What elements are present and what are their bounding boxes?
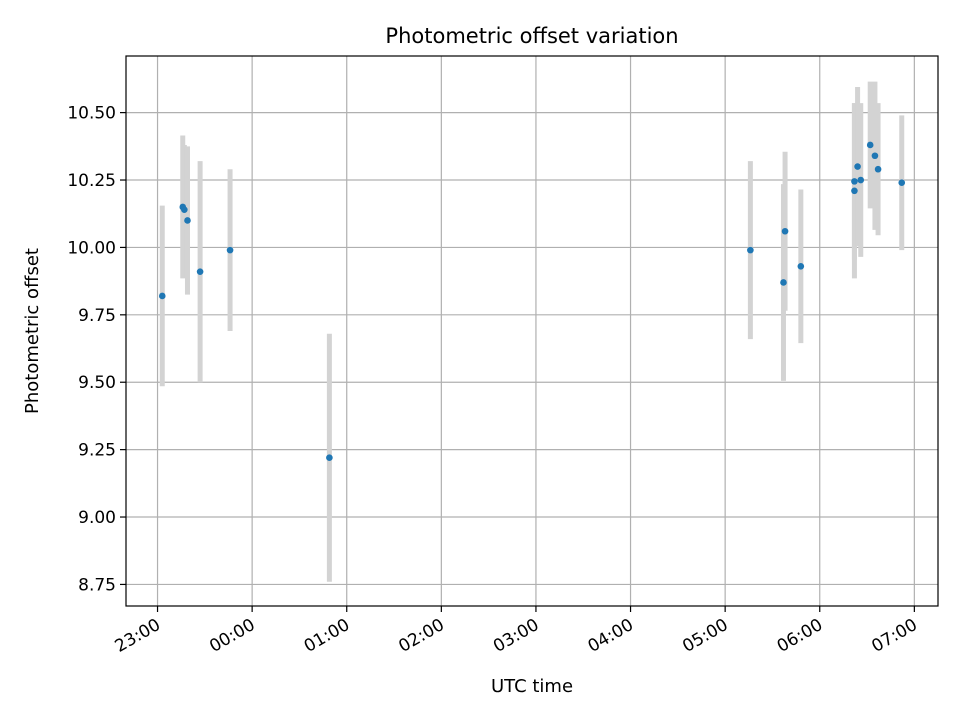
data-point <box>196 268 204 275</box>
data-point <box>158 292 166 300</box>
data-point <box>780 279 787 286</box>
data-point <box>851 178 858 185</box>
y-axis-ticks: 8.75 9.00 9.25 9.50 9.75 10.00 10.25 10.50 <box>67 104 126 595</box>
y-axis-label: Photometric offset <box>22 248 43 414</box>
data-point <box>854 163 861 170</box>
chart-title: Photometric offset variation <box>385 24 678 48</box>
data-point <box>326 454 333 462</box>
y-tick-label: 9.75 <box>78 306 116 326</box>
data-point <box>184 217 191 224</box>
data-point <box>181 206 188 213</box>
data-points <box>158 141 906 462</box>
y-tick-label: 9.50 <box>78 373 116 393</box>
data-point <box>874 165 882 173</box>
data-point <box>747 246 754 254</box>
data-point <box>857 176 865 184</box>
data-point <box>226 246 234 254</box>
y-tick-label: 10.00 <box>67 238 116 258</box>
y-tick-label: 10.50 <box>67 104 116 124</box>
y-tick-label: 9.25 <box>78 441 116 461</box>
y-tick-label: 8.75 <box>78 575 116 595</box>
x-axis-label: UTC time <box>491 676 573 697</box>
y-tick-label: 9.00 <box>78 508 116 528</box>
data-point <box>898 179 906 187</box>
data-point <box>871 152 879 160</box>
plot-area-frame <box>125 55 939 607</box>
data-point <box>866 141 874 149</box>
data-point <box>851 187 858 195</box>
data-point <box>781 227 789 235</box>
data-point <box>797 262 805 270</box>
y-tick-label: 10.25 <box>67 171 116 191</box>
